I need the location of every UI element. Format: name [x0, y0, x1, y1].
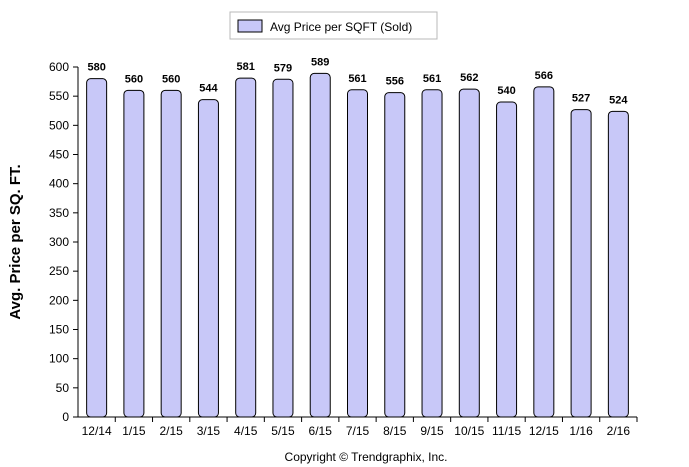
bars-group — [86, 72, 629, 418]
bar-value-label: 540 — [497, 85, 515, 97]
y-tick-label: 600 — [49, 60, 69, 74]
bar-value-label: 544 — [199, 83, 218, 95]
legend-box — [229, 11, 438, 40]
x-tick-label: 5/15 — [271, 424, 295, 438]
bar-value-label: 580 — [87, 62, 105, 74]
x-tick-label: 3/15 — [197, 424, 221, 438]
bar-value-label: 560 — [162, 73, 180, 85]
x-tick-label: 11/15 — [492, 424, 521, 438]
y-tick-label: 300 — [49, 235, 69, 249]
bar-value-label: 527 — [572, 93, 590, 105]
y-axis-ticks: 0 50 100 150 200 250 300 350 400 450 500 550 600 — [49, 60, 78, 424]
y-tick-label: 350 — [49, 206, 69, 220]
bar-value-label: 562 — [460, 72, 478, 84]
y-tick-label: 550 — [49, 89, 69, 103]
bar — [235, 77, 257, 418]
y-tick-label: 400 — [49, 177, 69, 191]
y-tick-label: 0 — [62, 410, 69, 424]
x-tick-label: 8/15 — [383, 424, 407, 438]
bar-value-labels: 580 560 560 544 581 579 589 561 556 561 562 540 566 5… — [87, 56, 628, 106]
copyright-text: Copyright © Trendgraphix, Inc. — [285, 450, 448, 464]
bar-value-label: 581 — [237, 61, 255, 73]
bar-value-label: 566 — [535, 70, 553, 82]
bar-value-label: 556 — [386, 76, 404, 88]
x-tick-label: 2/15 — [159, 424, 183, 438]
y-tick-label: 150 — [49, 323, 69, 337]
bar — [123, 89, 145, 418]
bar — [496, 101, 518, 418]
x-tick-label: 6/15 — [309, 424, 333, 438]
bar-value-label: 560 — [125, 73, 143, 85]
legend-swatch — [237, 19, 263, 33]
x-tick-label: 7/15 — [346, 424, 370, 438]
bar — [86, 78, 108, 418]
y-tick-label: 500 — [49, 118, 69, 132]
bar-value-label: 579 — [274, 62, 292, 74]
x-axis: 12/14 1/15 2/15 3/15 4/15 5/15 6/15 7/15 8/15 9/1… — [78, 416, 638, 438]
bar — [309, 72, 331, 418]
y-tick-label: 200 — [49, 293, 69, 307]
bar-value-label: 589 — [311, 56, 329, 68]
y-axis-title: Avg. Price per SQ. FT. — [7, 164, 24, 319]
bar — [421, 89, 443, 418]
bar-value-label: 561 — [348, 73, 366, 85]
bar — [570, 109, 592, 418]
legend-label: Avg Price per SQFT (Sold) — [270, 20, 412, 34]
bar — [272, 78, 294, 418]
x-tick-label: 9/15 — [420, 424, 444, 438]
y-tick-label: 250 — [49, 264, 69, 278]
x-tick-label: 2/16 — [607, 424, 631, 438]
y-axis: 0 50 100 150 200 250 300 350 400 450 500 550 600 Avg… — [7, 60, 79, 424]
legend: Avg Price per SQFT (Sold) — [229, 11, 438, 40]
bar — [384, 92, 406, 418]
bar — [533, 86, 555, 418]
x-tick-label: 10/15 — [454, 424, 484, 438]
bar-value-label: 561 — [423, 73, 441, 85]
x-axis-ticks: 12/14 1/15 2/15 3/15 4/15 5/15 6/15 7/15 8/15 9/1… — [82, 417, 638, 438]
bar — [197, 99, 219, 418]
x-tick-label: 12/14 — [82, 424, 112, 438]
x-tick-label: 12/15 — [529, 424, 559, 438]
bar — [458, 88, 480, 418]
bar — [347, 89, 368, 418]
y-tick-label: 100 — [49, 352, 69, 366]
bar — [160, 89, 182, 418]
bar — [607, 110, 629, 418]
x-tick-label: 1/16 — [569, 424, 593, 438]
y-tick-label: 50 — [56, 381, 70, 395]
x-tick-label: 1/15 — [122, 424, 146, 438]
x-tick-label: 4/15 — [234, 424, 258, 438]
bar-value-label: 524 — [609, 94, 628, 106]
y-tick-label: 450 — [49, 148, 69, 162]
